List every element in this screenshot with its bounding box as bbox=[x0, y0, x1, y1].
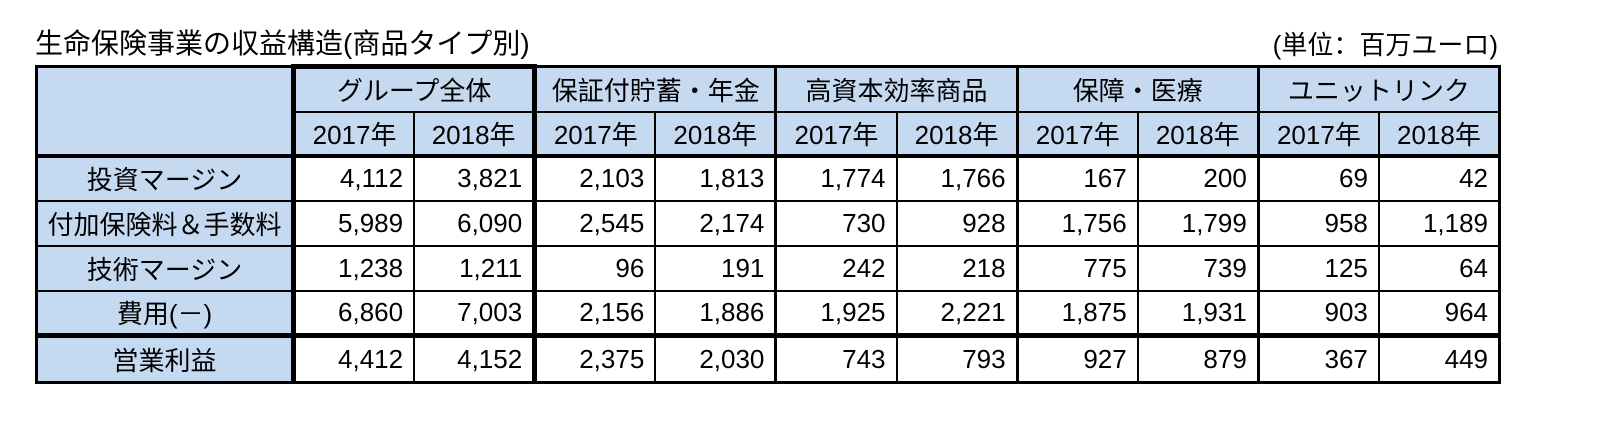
data-cell: 218 bbox=[895, 244, 1019, 292]
data-cell: 1,774 bbox=[774, 154, 898, 202]
year-header: 2018年 bbox=[413, 110, 538, 158]
data-cell: 4,152 bbox=[413, 333, 538, 384]
data-cell: 903 bbox=[1256, 289, 1380, 337]
year-header: 2018年 bbox=[895, 110, 1019, 158]
year-header: 2017年 bbox=[774, 110, 898, 158]
year-header: 2018年 bbox=[1377, 110, 1501, 158]
data-cell: 42 bbox=[1377, 154, 1501, 202]
data-cell: 167 bbox=[1015, 154, 1139, 202]
data-cell: 4,412 bbox=[291, 333, 416, 384]
data-cell: 367 bbox=[1256, 333, 1380, 384]
group-header-protection-medical: 保障・医療 bbox=[1015, 65, 1260, 113]
data-cell: 2,221 bbox=[895, 289, 1019, 337]
year-header: 2017年 bbox=[532, 110, 657, 158]
row-label: 営業利益 bbox=[35, 333, 295, 384]
group-header-group-total: グループ全体 bbox=[290, 64, 538, 113]
table-row-investment-margin: 投資マージン 4,112 3,821 2,103 1,813 1,774 1,7… bbox=[35, 154, 1501, 202]
data-cell: 449 bbox=[1377, 333, 1501, 384]
data-cell: 1,756 bbox=[1015, 199, 1139, 247]
data-cell: 2,174 bbox=[654, 199, 777, 247]
report-table-sheet: 生命保険事業の収益構造(商品タイプ別) (単位：百万ユーロ) グループ全体 保証… bbox=[35, 14, 1502, 384]
data-cell: 1,799 bbox=[1136, 199, 1260, 247]
data-cell: 242 bbox=[774, 244, 898, 292]
data-cell: 958 bbox=[1256, 199, 1380, 247]
table-row-expenses: 費用(－) 6,860 7,003 2,156 1,886 1,925 2,22… bbox=[35, 289, 1501, 337]
data-cell: 64 bbox=[1377, 244, 1501, 292]
group-header-unit-linked: ユニットリンク bbox=[1256, 65, 1501, 113]
data-cell: 4,112 bbox=[291, 154, 416, 202]
group-header-capital-efficient: 高資本効率商品 bbox=[774, 65, 1019, 113]
table-title: 生命保険事業の収益構造(商品タイプ別) bbox=[35, 28, 530, 60]
data-cell: 1,189 bbox=[1377, 199, 1501, 247]
data-cell: 69 bbox=[1256, 154, 1380, 202]
data-cell: 879 bbox=[1136, 333, 1260, 384]
data-cell: 1,238 bbox=[291, 244, 416, 292]
data-cell: 125 bbox=[1256, 244, 1380, 292]
table-row-technical-margin: 技術マージン 1,238 1,211 96 191 242 218 775 73… bbox=[35, 244, 1501, 292]
row-label: 投資マージン bbox=[35, 154, 295, 202]
data-cell: 2,545 bbox=[532, 199, 657, 247]
data-cell: 1,813 bbox=[654, 154, 777, 202]
data-cell: 7,003 bbox=[413, 289, 538, 337]
data-cell: 6,860 bbox=[291, 289, 416, 337]
row-label: 技術マージン bbox=[35, 244, 295, 292]
table-row-operating-profit: 営業利益 4,412 4,152 2,375 2,030 743 793 927… bbox=[35, 333, 1501, 384]
data-cell: 775 bbox=[1015, 244, 1139, 292]
data-cell: 927 bbox=[1015, 333, 1139, 384]
data-cell: 1,931 bbox=[1136, 289, 1260, 337]
data-cell: 5,989 bbox=[291, 199, 416, 247]
data-cell: 743 bbox=[774, 333, 898, 384]
data-cell: 1,211 bbox=[413, 244, 538, 292]
corner-cell bbox=[35, 65, 296, 158]
data-cell: 1,875 bbox=[1015, 289, 1139, 337]
data-cell: 6,090 bbox=[413, 199, 538, 247]
data-cell: 1,766 bbox=[895, 154, 1019, 202]
data-cell: 191 bbox=[654, 244, 777, 292]
revenue-structure-table: グループ全体 保証付貯蓄・年金 高資本効率商品 保障・医療 ユニットリンク 20… bbox=[35, 64, 1502, 384]
data-cell: 200 bbox=[1136, 154, 1260, 202]
group-header-guaranteed-savings: 保証付貯蓄・年金 bbox=[533, 65, 777, 113]
data-cell: 3,821 bbox=[413, 154, 538, 202]
year-header: 2018年 bbox=[654, 110, 777, 158]
data-cell: 1,886 bbox=[654, 289, 777, 337]
row-label: 付加保険料＆手数料 bbox=[35, 199, 295, 247]
row-label: 費用(－) bbox=[35, 289, 295, 337]
data-cell: 964 bbox=[1377, 289, 1501, 337]
data-cell: 2,375 bbox=[532, 333, 657, 384]
table-row-loadings-fees: 付加保険料＆手数料 5,989 6,090 2,545 2,174 730 92… bbox=[35, 199, 1501, 247]
data-cell: 96 bbox=[532, 244, 657, 292]
data-cell: 793 bbox=[895, 333, 1019, 384]
year-header-row: 2017年 2018年 2017年 2018年 2017年 2018年 2017… bbox=[37, 110, 1501, 158]
data-cell: 730 bbox=[774, 199, 898, 247]
year-header: 2017年 bbox=[1256, 110, 1380, 158]
data-cell: 2,030 bbox=[654, 333, 777, 384]
unit-label: (単位：百万ユーロ) bbox=[1272, 30, 1498, 61]
table-header-bar: 生命保険事業の収益構造(商品タイプ別) (単位：百万ユーロ) bbox=[35, 14, 1498, 64]
year-header: 2017年 bbox=[291, 110, 416, 158]
group-header-row: グループ全体 保証付貯蓄・年金 高資本効率商品 保障・医療 ユニットリンク bbox=[35, 64, 1501, 158]
data-cell: 1,925 bbox=[774, 289, 898, 337]
data-cell: 2,103 bbox=[532, 154, 657, 202]
data-cell: 739 bbox=[1136, 244, 1260, 292]
data-cell: 928 bbox=[895, 199, 1019, 247]
data-cell: 2,156 bbox=[532, 289, 657, 337]
year-header: 2017年 bbox=[1015, 110, 1139, 158]
year-header: 2018年 bbox=[1136, 110, 1260, 158]
